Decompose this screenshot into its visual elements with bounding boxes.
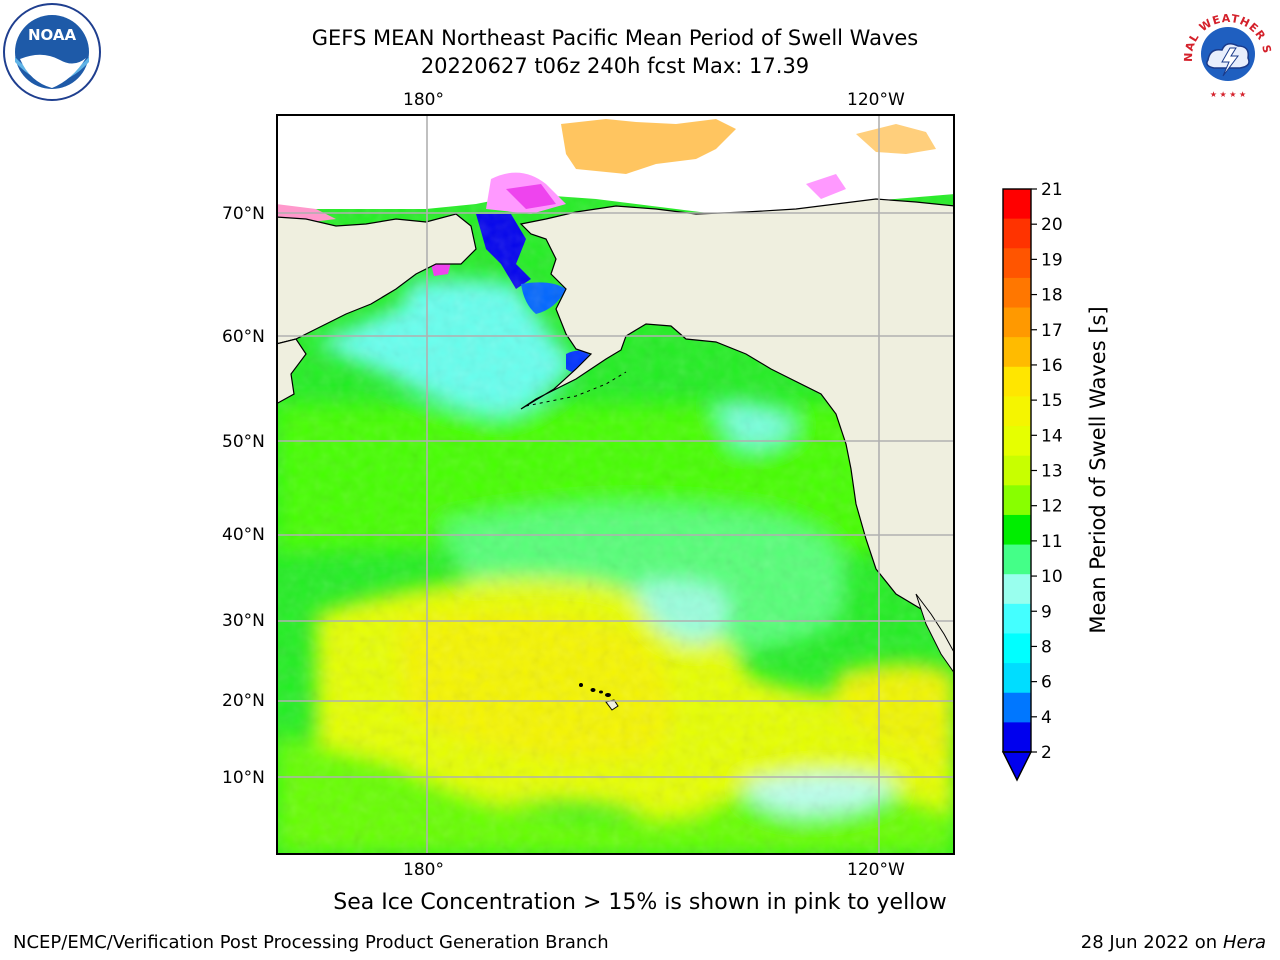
colorbar-tick-label: 2 bbox=[1041, 743, 1052, 763]
date-label: 28 Jun 2022 on bbox=[1080, 932, 1218, 953]
machine-name: Hera bbox=[1222, 932, 1266, 953]
noaa-logo: NOAA bbox=[2, 2, 102, 102]
lat-tick: 30°N bbox=[222, 611, 265, 631]
lon-tick-bottom: 120°W bbox=[847, 860, 905, 880]
chart-title: GEFS MEAN Northeast Pacific Mean Period … bbox=[311, 26, 919, 50]
lon-tick-bottom: 180° bbox=[403, 860, 444, 880]
colorbar-segment bbox=[1003, 248, 1031, 279]
lat-tick: 50°N bbox=[222, 432, 265, 452]
colorbar-segment bbox=[1003, 603, 1031, 634]
colorbar-segment bbox=[1003, 485, 1031, 516]
colorbar-segment bbox=[1003, 189, 1031, 220]
colorbar-tick-label: 6 bbox=[1041, 673, 1052, 693]
svg-text:★ ★ ★ ★: ★ ★ ★ ★ bbox=[1210, 90, 1246, 99]
colorbar-segment bbox=[1003, 426, 1031, 457]
colorbar-tick-label: 9 bbox=[1041, 602, 1052, 622]
colorbar-tick-label: 18 bbox=[1041, 286, 1063, 306]
nws-logo: NATIONAL WEATHER SERVICE ★ ★ ★ ★ bbox=[1173, 0, 1278, 102]
colorbar-tick-label: 17 bbox=[1041, 321, 1063, 341]
colorbar-ticks: 21 20 19 18 17 16 15 14 13 12 11 10 9 8 6 4 2 bbox=[1031, 180, 1063, 763]
colorbar-segments bbox=[1003, 189, 1031, 753]
hawaii-islands bbox=[579, 683, 619, 711]
colorbar-segment bbox=[1003, 633, 1031, 664]
colorbar-extend-arrow bbox=[1001, 751, 1033, 782]
colorbar-segment bbox=[1003, 366, 1031, 397]
colorbar-tick-label: 21 bbox=[1041, 180, 1063, 200]
colorbar-tick-label: 4 bbox=[1041, 708, 1052, 728]
colorbar-tick-label: 13 bbox=[1041, 462, 1063, 482]
colorbar-segment bbox=[1003, 218, 1031, 249]
colorbar-tick-label: 11 bbox=[1041, 532, 1063, 552]
colorbar-segment bbox=[1003, 455, 1031, 486]
sea-ice-region bbox=[561, 119, 736, 174]
credit-text: NCEP/EMC/Verification Post Processing Pr… bbox=[13, 932, 609, 953]
lat-tick: 40°N bbox=[222, 525, 265, 545]
lat-tick: 10°N bbox=[222, 768, 265, 788]
colorbar-tick-label: 8 bbox=[1041, 637, 1052, 657]
lon-tick-top: 120°W bbox=[847, 90, 905, 110]
lat-tick: 70°N bbox=[222, 204, 265, 224]
lat-tick: 20°N bbox=[222, 691, 265, 711]
colorbar: 21 20 19 18 17 16 15 14 13 12 11 10 9 8 6 4 2 bbox=[1001, 180, 1063, 782]
colorbar-segment bbox=[1003, 692, 1031, 723]
colorbar-segment bbox=[1003, 337, 1031, 368]
colorbar-segment bbox=[1003, 307, 1031, 338]
colorbar-segment bbox=[1003, 514, 1031, 546]
noaa-logo-text: NOAA bbox=[28, 26, 77, 44]
map-plot bbox=[276, 114, 955, 855]
colorbar-segment bbox=[1003, 722, 1031, 753]
sea-ice-note: Sea Ice Concentration > 15% is shown in … bbox=[333, 890, 947, 915]
colorbar-segment bbox=[1003, 396, 1031, 427]
date-text: 28 Jun 2022 on Hera bbox=[1081, 932, 1266, 953]
colorbar-tick-label: 15 bbox=[1041, 391, 1063, 411]
colorbar-segment bbox=[1003, 663, 1031, 694]
land-north-america bbox=[519, 198, 955, 675]
colorbar-tick-label: 19 bbox=[1041, 250, 1063, 270]
land-siberia bbox=[276, 213, 477, 345]
colorbar-segment bbox=[1003, 574, 1031, 605]
chart-subtitle: 20220627 t06z 240h fcst Max: 17.39 bbox=[420, 54, 810, 78]
colorbar-tick-label: 10 bbox=[1041, 567, 1063, 587]
colorbar-label: Mean Period of Swell Waves [s] bbox=[1086, 306, 1110, 634]
colorbar-tick-label: 14 bbox=[1041, 426, 1063, 446]
colorbar-tick-label: 16 bbox=[1041, 356, 1063, 376]
colorbar-tick-label: 20 bbox=[1041, 215, 1063, 235]
map-graticule bbox=[276, 114, 955, 855]
colorbar-segment bbox=[1003, 277, 1031, 309]
colorbar-tick-label: 12 bbox=[1041, 497, 1063, 517]
map-frame bbox=[276, 114, 955, 855]
colorbar-segment bbox=[1003, 544, 1031, 575]
lat-tick: 60°N bbox=[222, 327, 265, 347]
lon-tick-top: 180° bbox=[403, 90, 444, 110]
